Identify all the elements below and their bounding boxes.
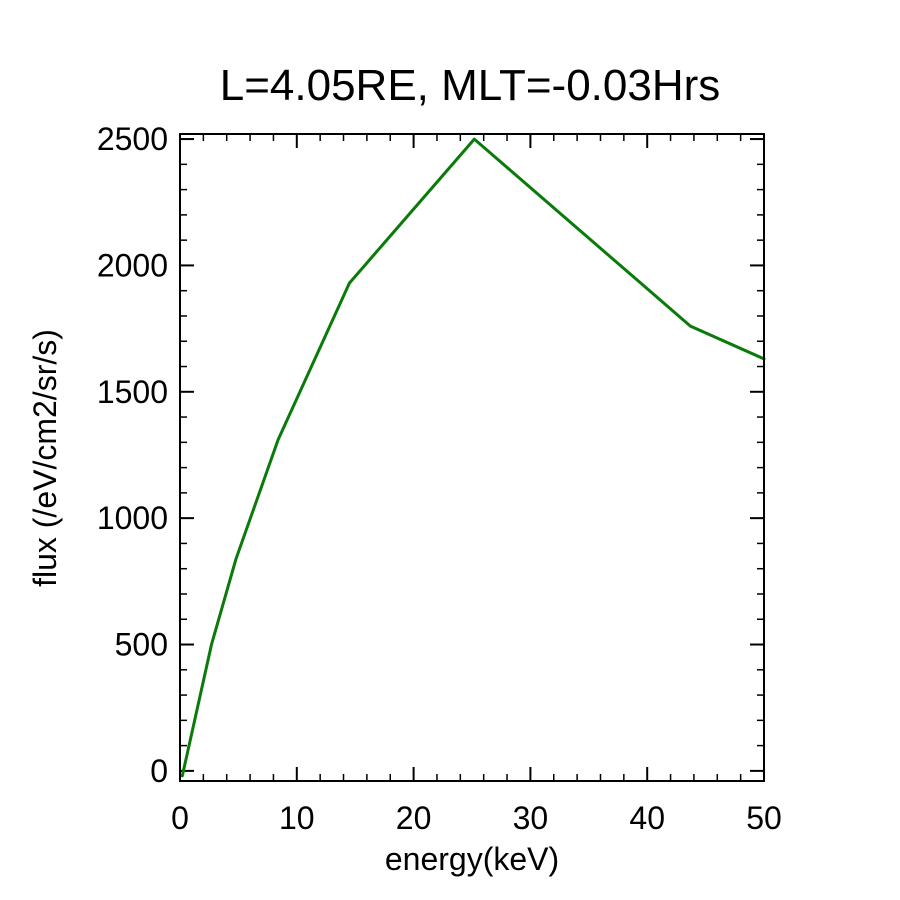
x-tick-label: 10 [279,800,315,836]
x-tick-labels: 0 10 20 30 40 50 [171,800,782,836]
x-axis-label: energy(keV) [385,841,559,877]
x-tick-label: 40 [629,800,665,836]
chart-title: L=4.05RE, MLT=-0.03Hrs [220,61,721,110]
y-tick-label: 0 [150,753,168,789]
x-tick-label: 50 [746,800,782,836]
y-tick-label: 2000 [97,247,168,283]
minor-ticks [180,134,764,781]
series-line-flux [180,137,766,778]
y-axis-label: flux (/eV/cm2/sr/s) [27,329,63,587]
x-tick-label: 20 [396,800,432,836]
y-tick-label: 1500 [97,374,168,410]
y-tick-label: 1000 [97,500,168,536]
y-tick-label: 2500 [97,121,168,157]
series-layer [180,137,766,778]
y-tick-labels: 0 500 1000 1500 2000 2500 [97,121,168,789]
plot-frame [179,133,765,782]
major-ticks [179,134,765,781]
x-tick-label: 30 [513,800,549,836]
x-tick-label: 0 [171,800,189,836]
y-tick-label: 500 [115,627,168,663]
